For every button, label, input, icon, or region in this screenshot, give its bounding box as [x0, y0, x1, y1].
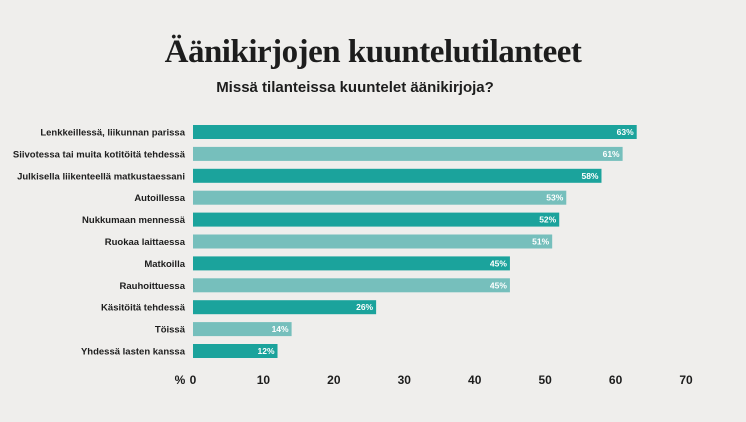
category-label: Nukkumaan mennessä	[82, 215, 186, 226]
category-label: Yhdessä lasten kanssa	[81, 347, 186, 358]
category-label: Töissä	[155, 325, 186, 336]
category-label: Julkisella liikenteellä matkustaessani	[17, 171, 185, 182]
value-label: 63%	[617, 127, 634, 137]
bar	[193, 322, 292, 337]
bar	[193, 190, 567, 205]
category-label: Siivotessa tai muita kotitöitä tehdessä	[13, 149, 186, 160]
category-label: Rauhoittuessa	[120, 281, 186, 292]
value-label: 26%	[356, 302, 373, 312]
x-tick-label: 10	[257, 373, 271, 387]
category-label: Matkoilla	[144, 259, 185, 270]
value-label: 61%	[603, 149, 620, 159]
bar	[193, 146, 623, 161]
bar	[193, 168, 602, 183]
category-label: Ruokaa laittaessa	[105, 237, 186, 248]
x-tick-label: 0	[190, 373, 197, 387]
value-label: 58%	[581, 171, 598, 181]
chart-subtitle-text: Missä tilanteissa kuuntelet äänikirjoja?	[216, 79, 494, 96]
x-tick-label: 40	[468, 373, 482, 387]
bar	[193, 125, 637, 139]
value-label: 52%	[539, 215, 556, 225]
value-label: 51%	[532, 237, 549, 247]
value-label: 53%	[546, 193, 563, 203]
value-label: 45%	[490, 258, 507, 268]
category-label: Käsitöitä tehdessä	[101, 303, 186, 314]
bar	[193, 234, 553, 249]
category-label: Autoillessa	[134, 193, 185, 204]
value-label: 12%	[257, 346, 274, 356]
bar	[193, 344, 278, 358]
bar	[193, 212, 560, 227]
category-label: Lenkkeillessä, liikunnan parissa	[40, 128, 185, 139]
bar	[193, 256, 510, 271]
x-tick-label: 30	[398, 373, 412, 387]
chart-title: Äänikirjojen kuuntelutilanteet	[164, 34, 582, 70]
bar	[193, 300, 377, 315]
value-label: 14%	[272, 324, 289, 334]
x-tick-label: 20	[327, 373, 341, 387]
x-tick-label: 70	[679, 373, 693, 387]
x-tick-label: 50	[538, 373, 552, 387]
bar	[193, 278, 510, 293]
x-tick-label: 60	[609, 373, 623, 387]
chart-subtitle: Missä tilanteissa kuuntelet äänikirjoja?	[0, 79, 746, 96]
x-axis-unit-label: %	[175, 373, 186, 387]
value-label: 45%	[490, 280, 507, 290]
